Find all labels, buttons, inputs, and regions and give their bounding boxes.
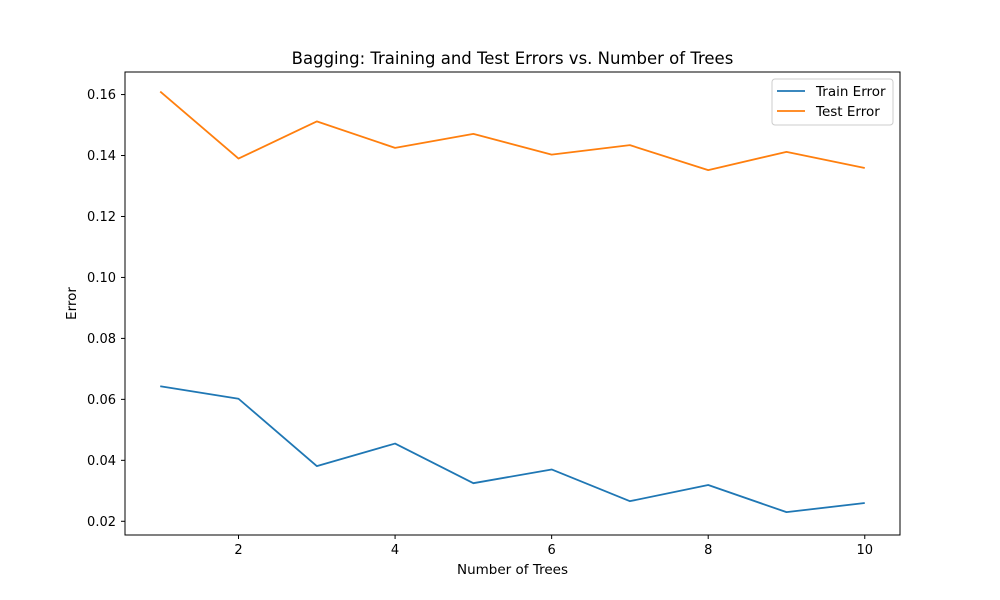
- chart-title: Bagging: Training and Test Errors vs. Nu…: [292, 49, 734, 68]
- legend: Train Error Test Error: [771, 78, 894, 126]
- series-line-test-error: [159, 90, 865, 172]
- x-tick-label: 4: [391, 543, 399, 558]
- plot-area-frame: [124, 71, 901, 536]
- y-tick-label: 0.10: [87, 271, 116, 286]
- y-tick-label: 0.04: [87, 454, 116, 469]
- y-tick-label: 0.14: [87, 149, 116, 164]
- plot-lines: [159, 90, 865, 514]
- x-axis-ticks: 2 4 6 8 10: [234, 535, 873, 558]
- x-tick-label: 2: [234, 543, 242, 558]
- x-axis-label: Number of Trees: [457, 562, 568, 578]
- legend-label-train-error: Train Error: [815, 84, 886, 100]
- legend-label-test-error: Test Error: [815, 104, 880, 120]
- y-axis-ticks: 0.02 0.04 0.06 0.08 0.10 0.12 0.14 0.16: [87, 88, 125, 530]
- x-tick-label: 8: [704, 543, 712, 558]
- series-line-train-error: [160, 385, 865, 514]
- x-tick-label: 10: [856, 543, 873, 558]
- y-tick-label: 0.06: [87, 393, 116, 408]
- y-axis-label: Error: [64, 287, 80, 320]
- x-tick-label: 6: [548, 543, 556, 558]
- y-tick-label: 0.08: [87, 332, 116, 347]
- y-tick-label: 0.02: [87, 515, 116, 530]
- y-tick-label: 0.16: [87, 88, 116, 103]
- y-tick-label: 0.12: [87, 210, 116, 225]
